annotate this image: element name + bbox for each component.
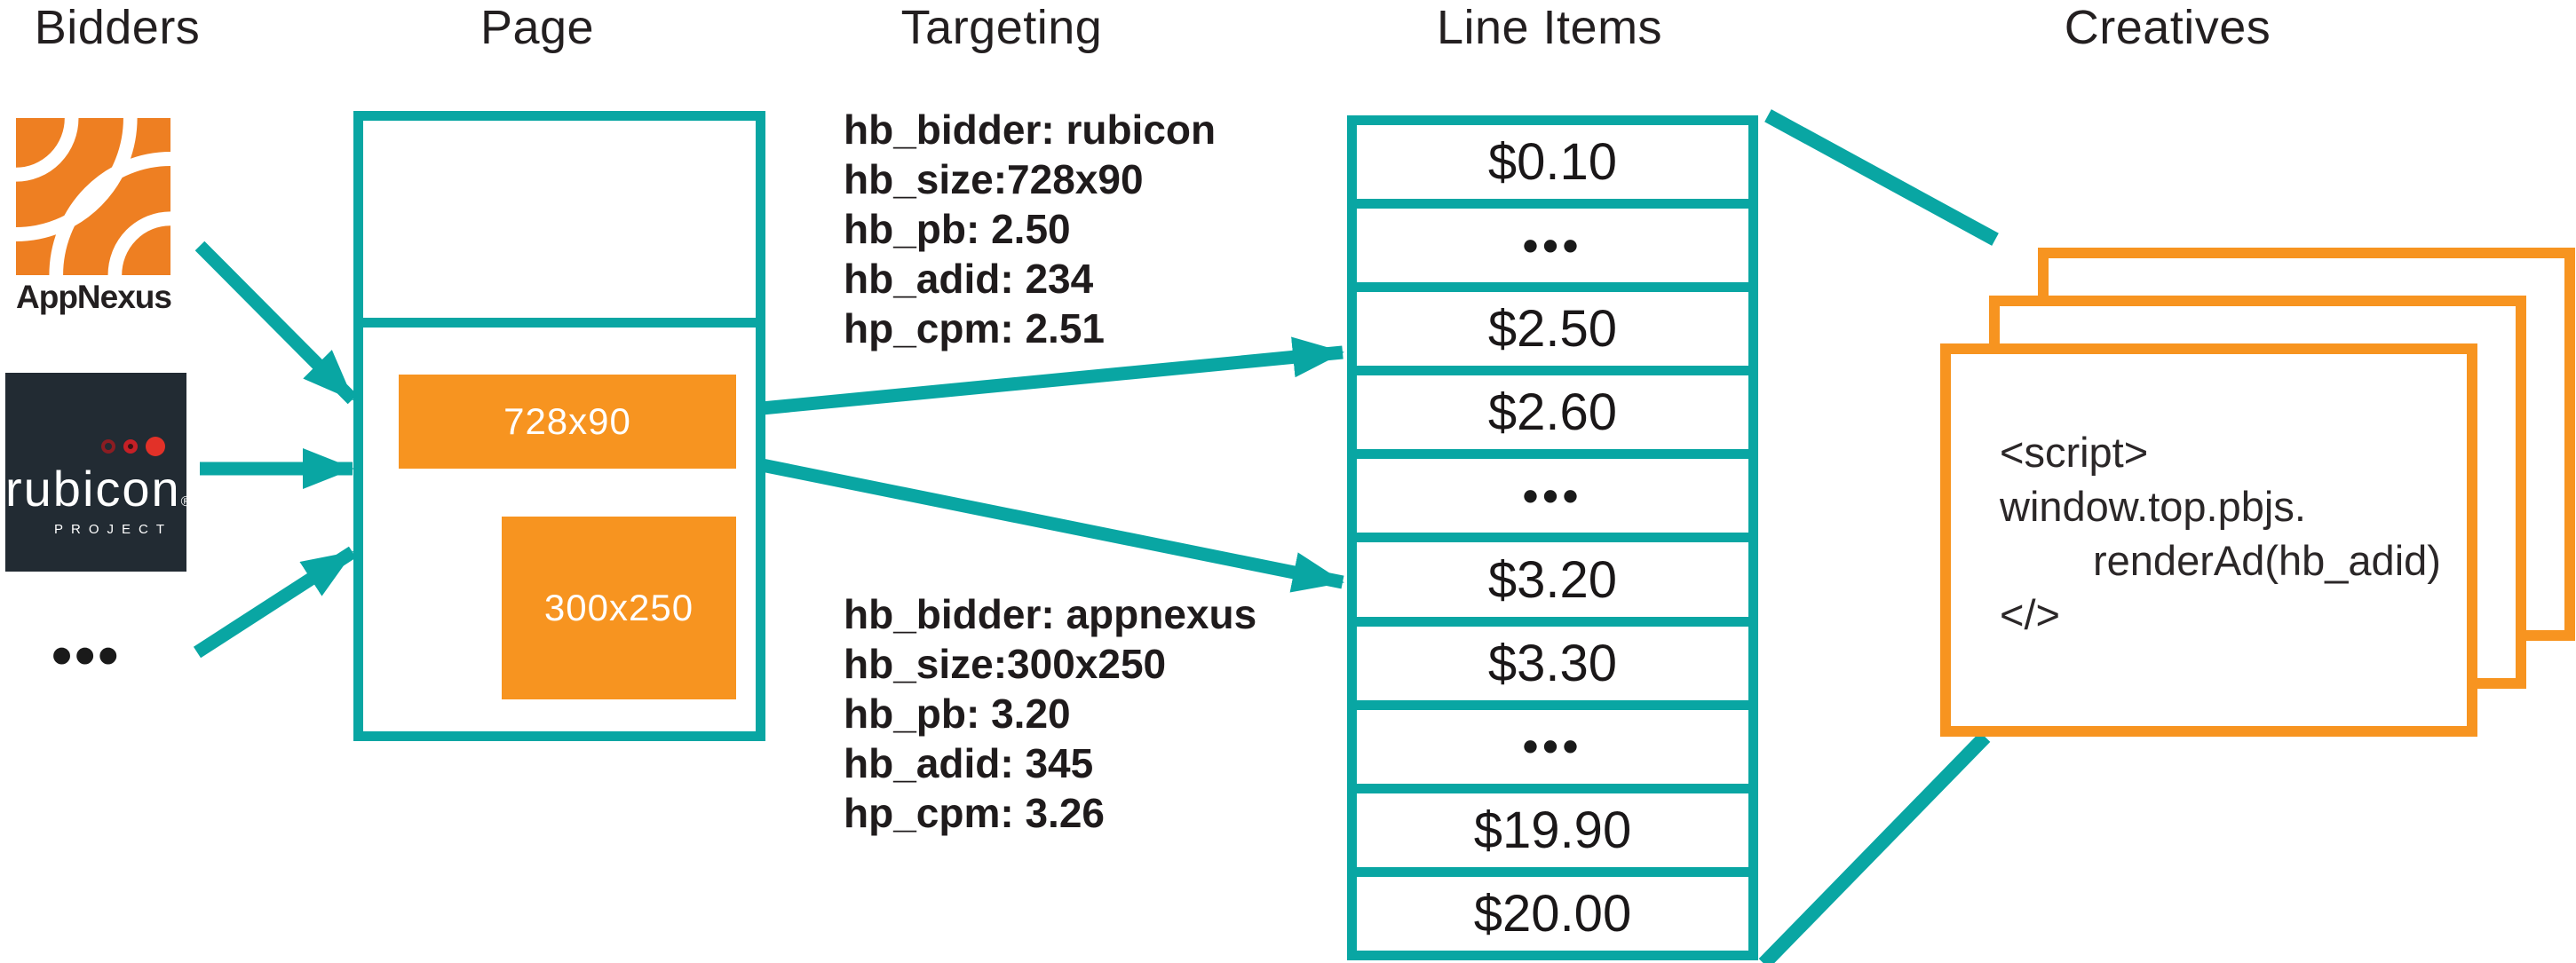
targeting-line: hp_cpm: 3.26: [844, 790, 1105, 836]
targeting-line: hb_adid: 234: [844, 256, 1094, 302]
appnexus-logo-icon: [15, 117, 171, 276]
ad-slot-728x90: 728x90: [399, 375, 736, 469]
code-line: </>: [2000, 591, 2060, 638]
line-item-row: $2.50: [1357, 292, 1748, 367]
column-header-creatives: Creatives: [2064, 1, 2271, 54]
arrow-page-to-line-item-250: [761, 336, 1344, 415]
code-line: renderAd(hb_adid): [2093, 537, 2441, 584]
rubicon-project-text: PROJECT: [53, 522, 172, 537]
rubicon-wordmark: rubicon®: [5, 461, 194, 517]
more-bidders-ellipsis: •••: [52, 622, 122, 688]
line-item-row-ellipsis: •••: [1357, 709, 1748, 784]
arrow-page-to-line-item-320: [760, 458, 1344, 593]
code-line: <script>: [2000, 429, 2149, 476]
ad-slot-300x250: 300x250: [502, 517, 736, 699]
registered-mark: ®: [180, 494, 194, 509]
line-item-row: $20.00: [1357, 876, 1748, 951]
targeting-line: hb_pb: 3.20: [844, 691, 1071, 737]
column-header-line-items: Line Items: [1436, 1, 1663, 54]
arrow-appnexus-to-page: [194, 241, 358, 405]
line-item-row: $2.60: [1357, 375, 1748, 450]
creative-card-front: <script> window.top.pbjs. renderAd(hb_ad…: [1940, 343, 2477, 737]
line-item-row: $3.30: [1357, 626, 1748, 700]
page-header-divider: [363, 318, 756, 328]
targeting-line: hb_size:728x90: [844, 156, 1144, 202]
targeting-line: hb_pb: 2.50: [844, 206, 1071, 252]
line-items-to-creatives-top-line: [1764, 109, 1999, 246]
line-item-row: $0.10: [1357, 125, 1748, 200]
line-item-row: $3.20: [1357, 542, 1748, 617]
column-header-page: Page: [480, 1, 595, 54]
page-outline: 728x90 300x250: [353, 111, 765, 741]
targeting-line: hb_size:300x250: [844, 641, 1167, 687]
appnexus-label: AppNexus: [16, 279, 172, 315]
targeting-line: hp_cpm: 2.51: [844, 305, 1105, 351]
targeting-keyvalues-rubicon: hb_bidder: rubicon hb_size:728x90 hb_pb:…: [844, 105, 1323, 353]
creative-script-snippet: <script> window.top.pbjs. renderAd(hb_ad…: [2000, 425, 2441, 642]
targeting-keyvalues-appnexus: hb_bidder: appnexus hb_size:300x250 hb_p…: [844, 589, 1323, 838]
line-item-row-ellipsis: •••: [1357, 459, 1748, 533]
rubicon-dots-icon: [101, 437, 165, 456]
targeting-line: hb_bidder: appnexus: [844, 591, 1257, 637]
targeting-line: hb_adid: 345: [844, 740, 1094, 786]
arrow-more-bidders-to-page: [193, 546, 357, 659]
line-item-row: $19.90: [1357, 793, 1748, 867]
code-line: window.top.pbjs.: [2000, 483, 2306, 530]
rubicon-project-logo: rubicon® PROJECT: [5, 373, 194, 572]
column-header-targeting: Targeting: [900, 1, 1103, 54]
line-items-to-creatives-bottom-line: [1758, 731, 1991, 963]
line-item-row-ellipsis: •••: [1357, 209, 1748, 283]
targeting-line: hb_bidder: rubicon: [844, 107, 1217, 153]
line-items-table: $0.10 ••• $2.50 $2.60 ••• $3.20 $3.30 ••…: [1347, 115, 1758, 960]
column-header-bidders: Bidders: [34, 1, 201, 54]
